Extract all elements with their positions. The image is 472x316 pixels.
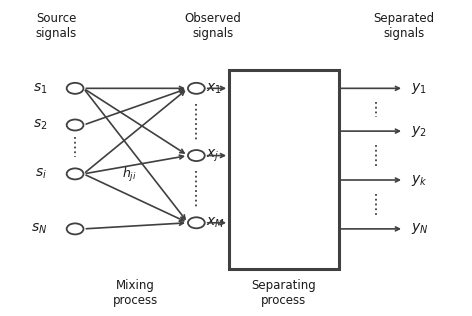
- Text: $x_{1}$: $x_{1}$: [206, 81, 221, 95]
- Text: Separated
signals: Separated signals: [373, 12, 435, 40]
- Text: Source
signals: Source signals: [36, 12, 77, 40]
- Text: $s_{i}$: $s_{i}$: [35, 167, 47, 181]
- Text: $y_{2}$: $y_{2}$: [411, 124, 427, 139]
- Text: $y_{1}$: $y_{1}$: [411, 81, 427, 96]
- Text: $s_{N}$: $s_{N}$: [31, 222, 47, 236]
- Text: Separating
process: Separating process: [252, 279, 316, 307]
- Text: $x_{M}$: $x_{M}$: [206, 216, 224, 230]
- Text: $x_{j}$: $x_{j}$: [206, 147, 219, 164]
- Text: $h_{ji}$: $h_{ji}$: [122, 167, 136, 185]
- Text: $s_{2}$: $s_{2}$: [33, 118, 47, 132]
- Text: $s_{1}$: $s_{1}$: [33, 81, 47, 95]
- Text: Observed
signals: Observed signals: [184, 12, 241, 40]
- Text: Mixing
process: Mixing process: [113, 279, 158, 307]
- Bar: [229, 70, 338, 269]
- Text: $y_{N}$: $y_{N}$: [411, 222, 429, 236]
- Text: $y_{k}$: $y_{k}$: [411, 173, 428, 187]
